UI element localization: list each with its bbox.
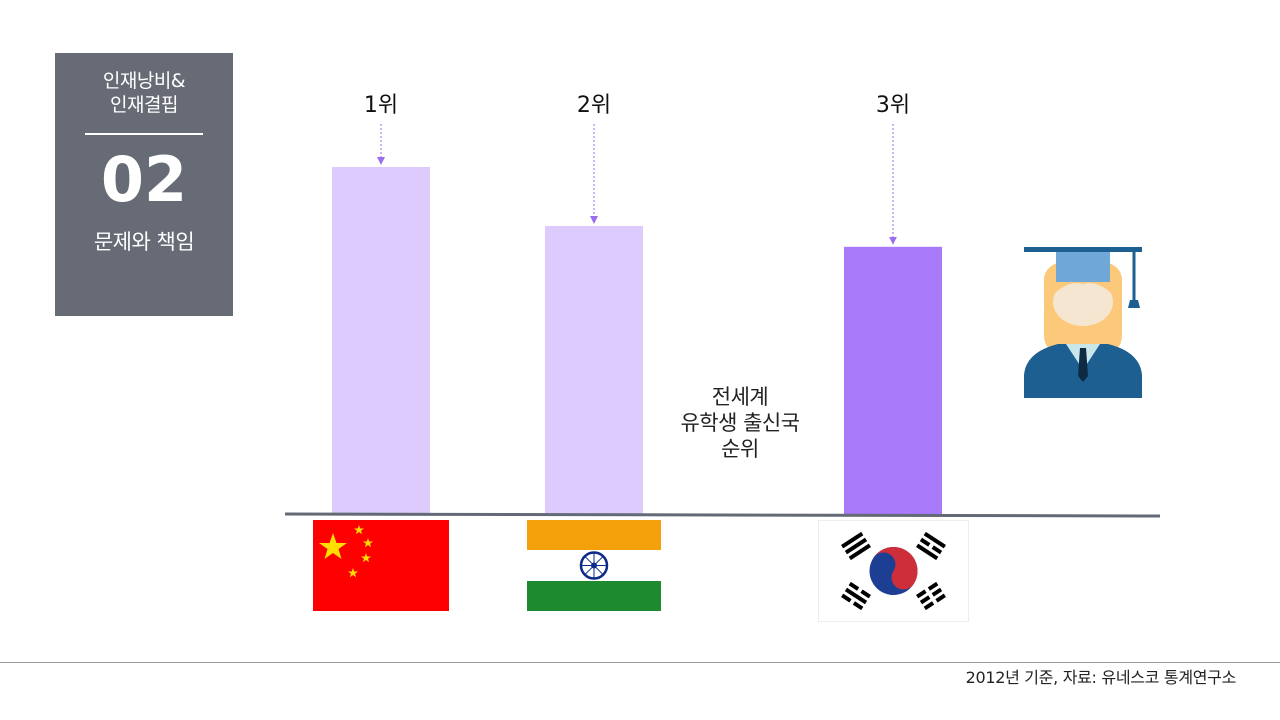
footer-divider (0, 662, 1280, 663)
india-flag-icon (527, 520, 661, 611)
section-subtitle: 문제와 책임 (93, 230, 195, 254)
section-title-line-2: 인재결핍 (110, 94, 178, 116)
graduate-student-icon (1024, 247, 1142, 398)
bar-china (332, 167, 430, 514)
section-title-line-1: 인재낭비& (102, 70, 186, 92)
section-number: 02 (100, 143, 188, 216)
chart-baseline (284, 512, 1161, 518)
source-note: 2012년 기준, 자료: 유네스코 통계연구소 (965, 668, 1237, 687)
center-note-line-3: 순위 (721, 437, 759, 461)
rank-label-china: 1위 (364, 93, 398, 118)
korea-flag-icon (818, 520, 969, 622)
rank-label-india: 2위 (577, 93, 611, 118)
china-flag-icon (313, 520, 449, 611)
section-divider (85, 133, 203, 135)
center-note-line-1: 전세계 (711, 385, 769, 409)
bar-india (545, 225, 643, 515)
center-note-line-2: 유학생 출신국 (680, 411, 800, 435)
section-title: 인재낭비& 인재결핍 (55, 69, 233, 117)
rank-label-korea: 3위 (876, 93, 910, 118)
bar-korea (844, 246, 942, 514)
chart-center-note: 전세계 유학생 출신국 순위 (640, 384, 840, 462)
section-panel: 인재낭비& 인재결핍 02 문제와 책임 (55, 53, 233, 316)
